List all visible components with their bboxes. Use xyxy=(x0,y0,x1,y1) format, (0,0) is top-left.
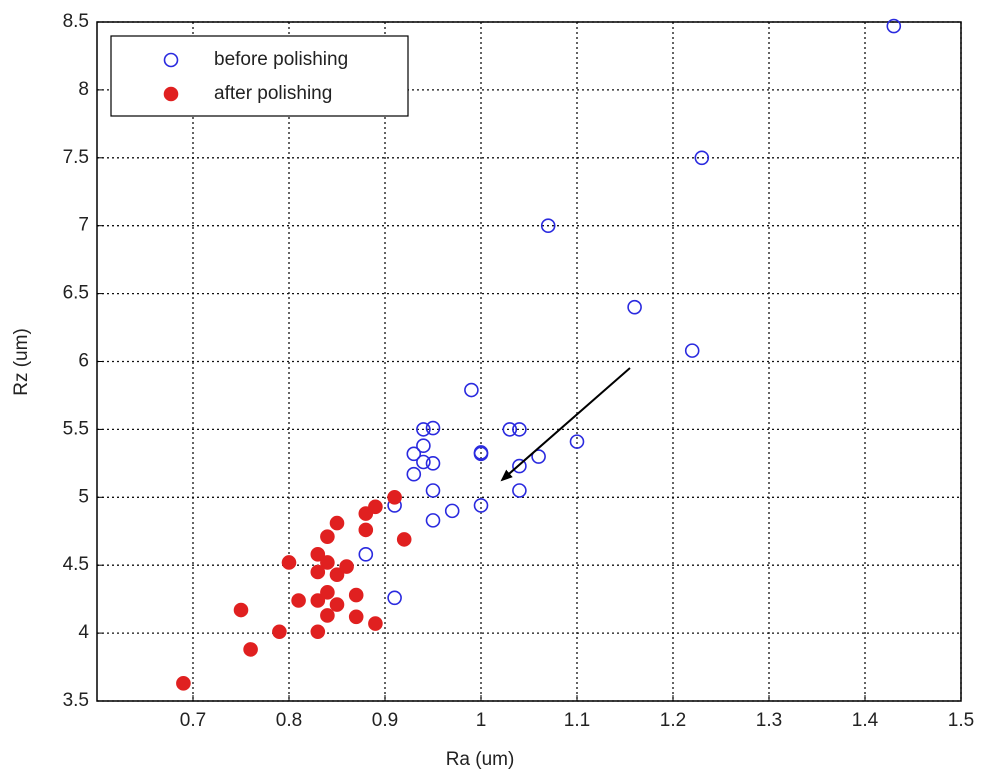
data-point xyxy=(320,555,335,570)
data-point xyxy=(425,513,441,528)
data-point xyxy=(358,506,374,521)
data-point xyxy=(540,218,556,233)
data-point xyxy=(569,434,585,449)
data-point xyxy=(531,449,546,464)
axes-frame xyxy=(96,21,962,702)
data-point xyxy=(320,585,335,600)
data-point xyxy=(406,446,422,462)
data-point xyxy=(416,438,431,453)
y-axis-label: Rz (um) xyxy=(11,328,32,396)
y-tick-label: 6 xyxy=(78,351,89,372)
data-point xyxy=(176,676,191,691)
x-tick-label: 1.3 xyxy=(756,710,782,731)
x-tick-label: 1.5 xyxy=(948,710,974,731)
data-point xyxy=(425,420,441,436)
data-point xyxy=(464,382,479,398)
legend-marker xyxy=(163,86,179,102)
legend-label: before polishing xyxy=(214,49,348,70)
data-point xyxy=(329,567,345,583)
annotation-arrow xyxy=(500,367,631,482)
x-axis-label: Ra (um) xyxy=(446,749,515,770)
y-tick-label: 7 xyxy=(78,215,89,236)
x-tick-label: 0.9 xyxy=(372,710,398,731)
data-point xyxy=(320,529,335,544)
x-tick-label: 0.8 xyxy=(276,710,302,731)
data-point xyxy=(387,489,402,505)
y-tick-label: 7.5 xyxy=(63,147,89,168)
x-tick-label: 1.2 xyxy=(660,710,686,731)
data-point xyxy=(502,422,518,437)
data-point xyxy=(512,483,527,498)
y-tick-label: 6.5 xyxy=(63,283,89,304)
data-point xyxy=(396,532,412,547)
data-point xyxy=(243,642,258,657)
data-point xyxy=(310,547,326,562)
y-tick-label: 4 xyxy=(78,622,89,643)
y-tick-label: 8.5 xyxy=(63,11,89,32)
x-tick-label: 1 xyxy=(476,710,487,731)
data-point xyxy=(425,483,441,498)
data-point xyxy=(320,608,335,623)
data-point xyxy=(473,446,489,462)
y-tick-label: 8 xyxy=(78,79,89,100)
y-tick-label: 5 xyxy=(78,486,89,507)
legend-label: after polishing xyxy=(214,83,332,104)
data-point xyxy=(348,609,364,625)
data-point xyxy=(233,602,249,618)
data-point xyxy=(281,555,297,570)
data-point xyxy=(329,597,345,612)
data-point xyxy=(886,18,902,34)
data-point xyxy=(368,616,383,631)
data-point xyxy=(425,456,441,471)
data-point xyxy=(406,466,422,482)
data-point xyxy=(444,503,460,519)
y-tick-label: 4.5 xyxy=(63,554,89,575)
data-point xyxy=(348,587,364,603)
data-point xyxy=(291,593,306,608)
data-point xyxy=(473,498,489,513)
x-tick-label: 0.7 xyxy=(180,710,206,731)
data-point xyxy=(416,422,431,437)
data-point xyxy=(627,299,642,315)
data-point xyxy=(310,624,326,640)
data-point xyxy=(329,515,345,531)
legend-box xyxy=(110,35,409,117)
data-point xyxy=(339,559,354,574)
data-point xyxy=(684,343,700,358)
data-point xyxy=(387,590,402,606)
data-point xyxy=(512,458,527,474)
x-tick-label: 1.1 xyxy=(564,710,590,731)
data-point xyxy=(358,522,374,538)
data-point xyxy=(272,624,287,640)
x-tick-label: 1.4 xyxy=(852,710,879,731)
data-point xyxy=(310,593,326,608)
y-tick-label: 3.5 xyxy=(63,690,89,711)
data-point xyxy=(358,547,374,562)
legend-marker xyxy=(163,52,179,68)
data-point xyxy=(694,150,710,166)
data-point xyxy=(512,422,527,437)
y-tick-label: 5.5 xyxy=(63,418,89,439)
data-point xyxy=(416,454,431,470)
data-point xyxy=(310,564,326,580)
